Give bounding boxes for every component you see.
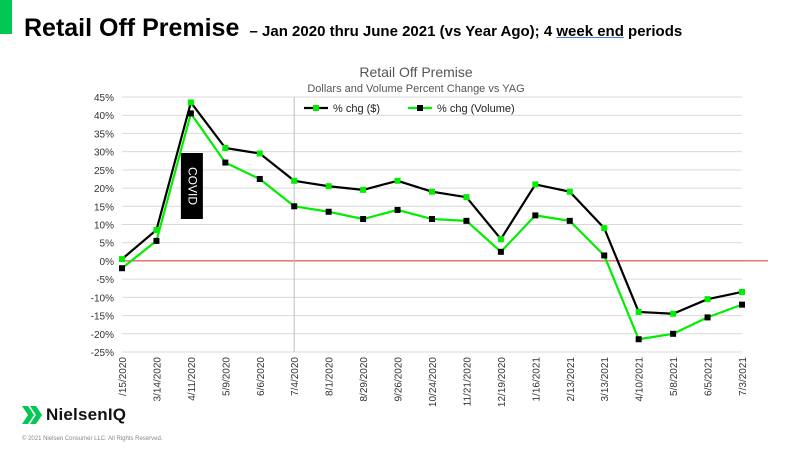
x-tick-label: /15/2020 [118,357,129,396]
x-tick-label: 5/8/2021 [669,357,680,396]
data-point [601,225,608,232]
y-tick-label: 20% [94,184,114,195]
data-point [635,308,642,315]
data-point [325,183,332,190]
legend-marker [313,105,319,111]
x-tick-label: 8/1/2020 [325,357,336,396]
x-tick-label: 4/11/2020 [187,357,198,401]
x-tick-label: 1/16/2021 [531,357,542,402]
data-point [394,206,401,213]
x-tick-label: 7/4/2020 [290,357,301,396]
data-point [704,314,711,321]
y-tick-label: 35% [94,129,114,140]
y-tick-label: 40% [94,111,114,122]
y-tick-label: 0% [100,257,115,268]
nielseniq-logo-text: NielsenIQ [46,405,127,424]
chart-subtitle: Dollars and Volume Percent Change vs YAG [307,83,524,95]
y-tick-label: -10% [91,293,114,304]
x-tick-label: 3/13/2021 [600,357,611,402]
x-tick-label: 8/29/2020 [359,357,370,402]
x-tick-label: 3/14/2020 [152,357,163,402]
slide-title-sub-before: – Jan 2020 thru June 2021 (vs Year Ago);… [245,23,557,40]
nielseniq-logo: NielsenIQ [22,405,126,425]
y-tick-label: 5% [100,239,115,250]
y-tick-label: 30% [94,148,114,159]
data-point [325,208,332,215]
data-point [670,310,677,317]
data-point [566,188,573,195]
data-point [704,296,711,303]
data-point [256,150,263,157]
data-point [739,301,745,308]
slide-title-sub: – Jan 2020 thru June 2021 (vs Year Ago);… [245,23,683,40]
legend-label: % chg (Volume) [437,103,515,115]
data-point [187,99,194,106]
copyright-text: © 2021 Nielsen Consumer LLC. All Rights … [22,436,163,442]
legend-label: % chg ($) [333,103,380,115]
x-tick-label: 2/13/2021 [566,357,577,402]
y-tick-label: 15% [94,202,114,213]
x-tick-label: 7/3/2021 [738,357,749,396]
x-tick-label: 4/10/2021 [635,357,646,402]
data-point [670,330,677,337]
data-point [222,159,229,166]
x-tick-label: 11/21/2020 [462,357,473,407]
data-point [153,237,160,244]
y-tick-label: -25% [91,348,114,359]
data-point [497,248,504,255]
x-tick-label: 5/9/2020 [221,357,232,396]
chart-title: Retail Off Premise [359,64,473,80]
series-line [121,101,743,315]
data-point [566,217,573,224]
y-tick-label: -5% [96,275,114,286]
data-point [291,203,298,210]
x-tick-label: 10/24/2020 [428,357,439,407]
x-tick-label: 6/5/2021 [704,357,715,396]
slide-title-main: Retail Off Premise [24,14,240,42]
data-point [222,145,229,151]
slide-title-sub-underlined: week end [556,23,624,40]
y-tick-label: -20% [91,330,114,341]
x-tick-label: 12/19/2020 [497,357,508,407]
data-point [256,175,263,182]
data-point [463,194,470,201]
data-point [463,217,470,224]
data-point [497,236,504,243]
x-tick-label: 9/26/2020 [394,357,405,402]
y-tick-label: 25% [94,166,114,177]
data-point [187,110,194,117]
accent-bar [0,0,12,34]
data-point [601,252,608,259]
data-point [119,265,125,272]
data-point [394,177,401,184]
data-point [291,177,298,184]
nielseniq-logo-icon [22,406,42,424]
data-point [739,288,745,295]
data-point [360,186,367,193]
x-tick-label: 6/6/2020 [256,357,267,396]
y-tick-label: 45% [94,93,114,104]
legend-marker [417,105,423,111]
series-line [121,112,743,341]
data-point [429,188,435,195]
data-point [532,212,539,219]
data-point [635,336,642,343]
data-point [360,216,367,223]
y-tick-label: -15% [91,312,114,323]
slide-title: Retail Off Premise – Jan 2020 thru June … [24,14,682,43]
slide-title-sub-after: periods [623,23,683,40]
data-point [429,216,435,223]
covid-annotation-box [180,153,203,219]
data-point [153,226,160,233]
y-tick-label: 10% [94,221,114,232]
covid-annotation-label: COVID [186,167,200,205]
data-point [119,256,125,263]
data-point [532,181,539,188]
